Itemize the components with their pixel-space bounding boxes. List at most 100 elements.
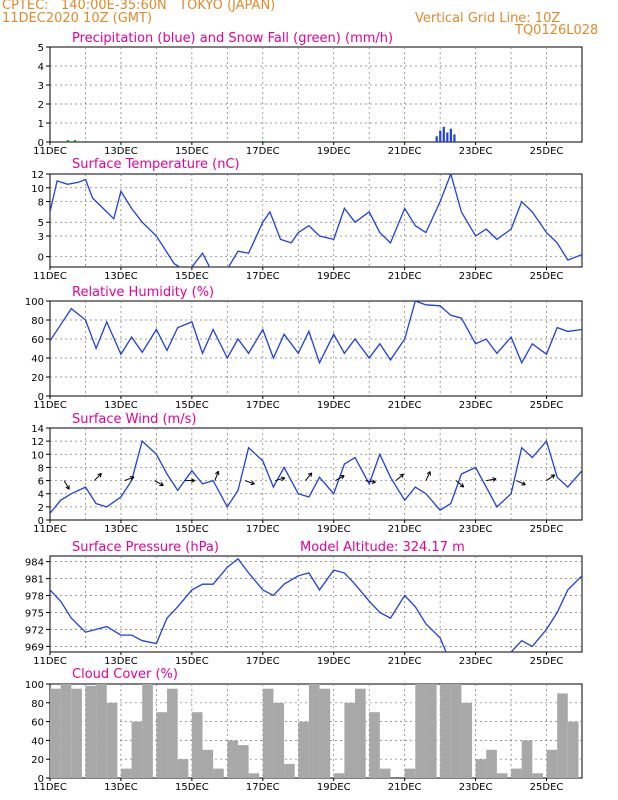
header-grid-note: Vertical Grid Line: 10Z [415, 11, 561, 26]
x-tick-label: 13DEC [104, 146, 138, 157]
wind-arrow [516, 480, 526, 486]
cloud-bar [96, 684, 107, 778]
x-tick-label: 19DEC [317, 656, 351, 667]
precip-bar [439, 130, 442, 142]
wind-arrow-head [461, 483, 465, 488]
panel-1: 0 3 5 8 10 12 11DEC 13DEC 15DEC 17DEC 19DEC 21DEC 23… [31, 157, 583, 282]
x-tick-label: 23DEC [459, 524, 493, 535]
cloud-bar [262, 688, 274, 778]
cloud-bar [425, 684, 437, 778]
cloud-bar [50, 688, 61, 778]
x-tick-label: 11DEC [33, 271, 67, 282]
y-tick-label: 20 [31, 373, 44, 384]
cloud-bar [71, 688, 82, 778]
y-tick-label: 0 [38, 516, 44, 527]
x-tick-label: 23DEC [459, 782, 493, 793]
wind-arrow [93, 473, 102, 481]
plot-frame [49, 555, 583, 653]
x-tick-label: 15DEC [175, 271, 209, 282]
y-tick-label: 3 [38, 232, 44, 243]
cloud-bar [404, 768, 416, 778]
y-tick-label: 12 [31, 437, 44, 448]
x-tick-label: 17DEC [246, 271, 280, 282]
cloud-bar [511, 768, 522, 778]
x-tick-label: 25DEC [530, 656, 564, 667]
wind-arrow-head [129, 476, 134, 478]
cloud-bar [227, 740, 238, 778]
wind-arrow [63, 480, 70, 490]
wind-arrow-head [372, 479, 376, 483]
cloud-bar [131, 721, 143, 778]
x-tick-label: 17DEC [246, 524, 280, 535]
wind-arrow [124, 476, 135, 482]
cloud-bar [440, 684, 451, 778]
wind-arrow [275, 477, 286, 482]
wind-arrow-head [250, 483, 255, 486]
wind-arrow-head [99, 473, 102, 478]
x-tick-label: 11DEC [33, 782, 67, 793]
x-tick-label: 17DEC [246, 146, 280, 157]
x-tick-label: 15DEC [175, 656, 209, 667]
y-tick-label: 975 [25, 608, 44, 619]
y-tick-label: 6 [38, 477, 44, 488]
series-line [50, 174, 582, 267]
y-tick-label: 0 [38, 253, 44, 264]
x-tick-label: 11DEC [33, 400, 67, 411]
cloud-bar [237, 745, 249, 778]
data-layer [66, 126, 456, 142]
cloud-bar [319, 688, 331, 778]
wind-arrow [365, 480, 376, 483]
plot-frame [49, 300, 583, 397]
cloud-bar [177, 759, 189, 778]
wind-arrow-head [310, 472, 313, 477]
x-tick-label: 25DEC [530, 271, 564, 282]
wind-arrow-head [281, 477, 286, 482]
cloud-bar [202, 749, 214, 778]
wind-arrow-head [130, 476, 135, 481]
wind-arrow-head [341, 475, 345, 480]
wind-arrow-head [307, 472, 312, 475]
cloud-bar [60, 684, 72, 778]
wind-arrow-head [160, 481, 164, 486]
cloud-bar [379, 768, 391, 778]
y-tick-label: 60 [31, 335, 44, 346]
wind-arrow-head [65, 486, 70, 490]
plot-frame [49, 46, 583, 143]
x-tick-label: 11DEC [33, 524, 67, 535]
cloud-bar [582, 759, 593, 778]
cloud-bar [248, 773, 260, 778]
panel-annotation: Model Altitude: 324.17 m [300, 540, 465, 555]
y-tick-label: 14 [31, 424, 44, 435]
cloud-bar [156, 712, 168, 778]
wind-arrow-head [426, 471, 431, 475]
x-tick-label: 13DEC [104, 400, 138, 411]
precip-bar [442, 126, 445, 142]
x-tick-label: 25DEC [530, 524, 564, 535]
cloud-bar [142, 684, 153, 778]
data-layer [50, 301, 582, 365]
cloud-bar [450, 684, 462, 778]
cloud-bar [557, 693, 568, 778]
wind-arrow [455, 480, 465, 488]
y-tick-label: 5 [38, 43, 44, 54]
y-tick-label: 20 [31, 755, 44, 766]
data-layer [50, 439, 582, 514]
wind-arrow-head [399, 473, 404, 476]
cloud-bar [546, 749, 558, 778]
snow-bar [261, 141, 264, 142]
plot-frame [49, 427, 583, 521]
y-tick-label: 0 [38, 392, 44, 403]
panel-3: 0 2 4 6 8 10 12 14 11DEC 13DEC 15DEC 17DEC 19DEC 21DE… [31, 412, 583, 535]
y-tick-label: 984 [25, 558, 44, 569]
y-tick-label: 978 [25, 592, 44, 603]
wind-arrow-head [251, 480, 255, 485]
x-tick-label: 21DEC [388, 146, 422, 157]
wind-arrow-head [97, 473, 102, 476]
cloud-bar [486, 749, 497, 778]
snow-bar [66, 140, 69, 142]
panel-title: Surface Wind (m/s) [72, 412, 196, 427]
header-datetime: 11DEC2020 10Z (GMT) [2, 11, 153, 26]
wind-arrow [425, 471, 431, 481]
x-tick-label: 25DEC [530, 782, 564, 793]
